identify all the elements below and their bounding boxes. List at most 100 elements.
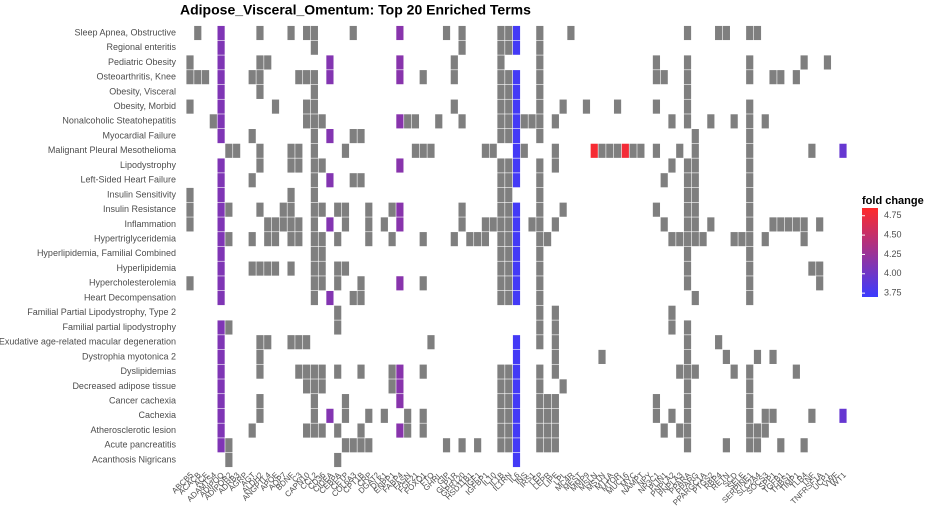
cell [380,217,388,232]
cell [318,232,326,247]
cell [505,408,513,423]
cell [668,158,676,173]
cell [264,335,272,350]
cell [217,55,225,70]
cell [839,143,847,158]
cell [365,202,373,217]
cell [365,438,373,453]
cell [746,173,754,188]
cell [512,143,521,158]
cell [800,217,808,232]
cell [512,394,521,409]
cell [512,99,521,114]
cell [691,290,699,306]
cell [652,55,661,70]
cell [761,423,769,438]
cell [629,143,637,158]
cell [186,99,194,114]
cell [536,217,544,232]
cell [505,40,513,55]
cell [310,379,318,394]
cell [411,143,420,158]
cell [357,173,365,188]
cell [536,25,544,41]
cell [753,423,762,438]
cell [310,84,318,99]
cell [489,143,497,158]
cell [497,55,505,70]
cell [357,276,365,291]
cell [458,202,466,217]
cell [691,129,699,144]
cell [606,143,614,158]
cell [194,25,202,41]
cell [551,364,559,379]
cell [481,232,489,247]
cell [419,408,427,423]
cell [691,217,699,232]
cell [730,114,738,129]
cell [505,276,513,291]
cell [217,202,225,217]
cell [248,423,256,438]
cell [326,290,334,306]
row-label: Obesity, Visceral [109,86,176,96]
cell [512,232,521,247]
cell [217,394,225,409]
cell [536,438,544,453]
cell [287,202,295,217]
cell [256,335,264,350]
cell [800,232,808,247]
cell [217,423,225,438]
cell [318,261,326,276]
row-label: Nonalcoholic Steatohepatitis [62,116,176,126]
cell [396,55,404,70]
cell [404,114,412,129]
cell [388,364,396,379]
cell [808,261,816,276]
cell [761,114,769,129]
cell [512,349,521,364]
cell [536,158,544,173]
cell [357,423,365,438]
cell [652,408,661,423]
cell [458,438,466,453]
row-label: Exudative age-related macular degenerati… [0,337,176,347]
cell [295,335,303,350]
cell [497,408,505,423]
cell [442,438,451,453]
cell [256,25,264,41]
cell [419,143,427,158]
cell [474,438,482,453]
cell [310,114,318,129]
cell [536,305,544,320]
cell [334,276,342,291]
cell [551,305,559,320]
cell [303,423,311,438]
cell [217,438,225,453]
cell [536,40,544,55]
cell [816,276,824,291]
cell [303,114,311,129]
cell [217,349,225,364]
cell [512,158,521,173]
cell [691,232,699,247]
cell [683,261,692,276]
cell [683,364,692,379]
cell [683,349,692,364]
cell [341,143,350,158]
cell [248,129,256,144]
cell [256,158,264,173]
cell [792,364,800,379]
cell [271,261,280,276]
cell [458,114,466,129]
cell [186,276,194,291]
cell [505,246,513,261]
cell [256,70,264,85]
cell [341,261,350,276]
cell [287,217,295,232]
cell [551,320,559,335]
cell [186,217,194,232]
cell [349,173,357,188]
cell [761,232,769,247]
